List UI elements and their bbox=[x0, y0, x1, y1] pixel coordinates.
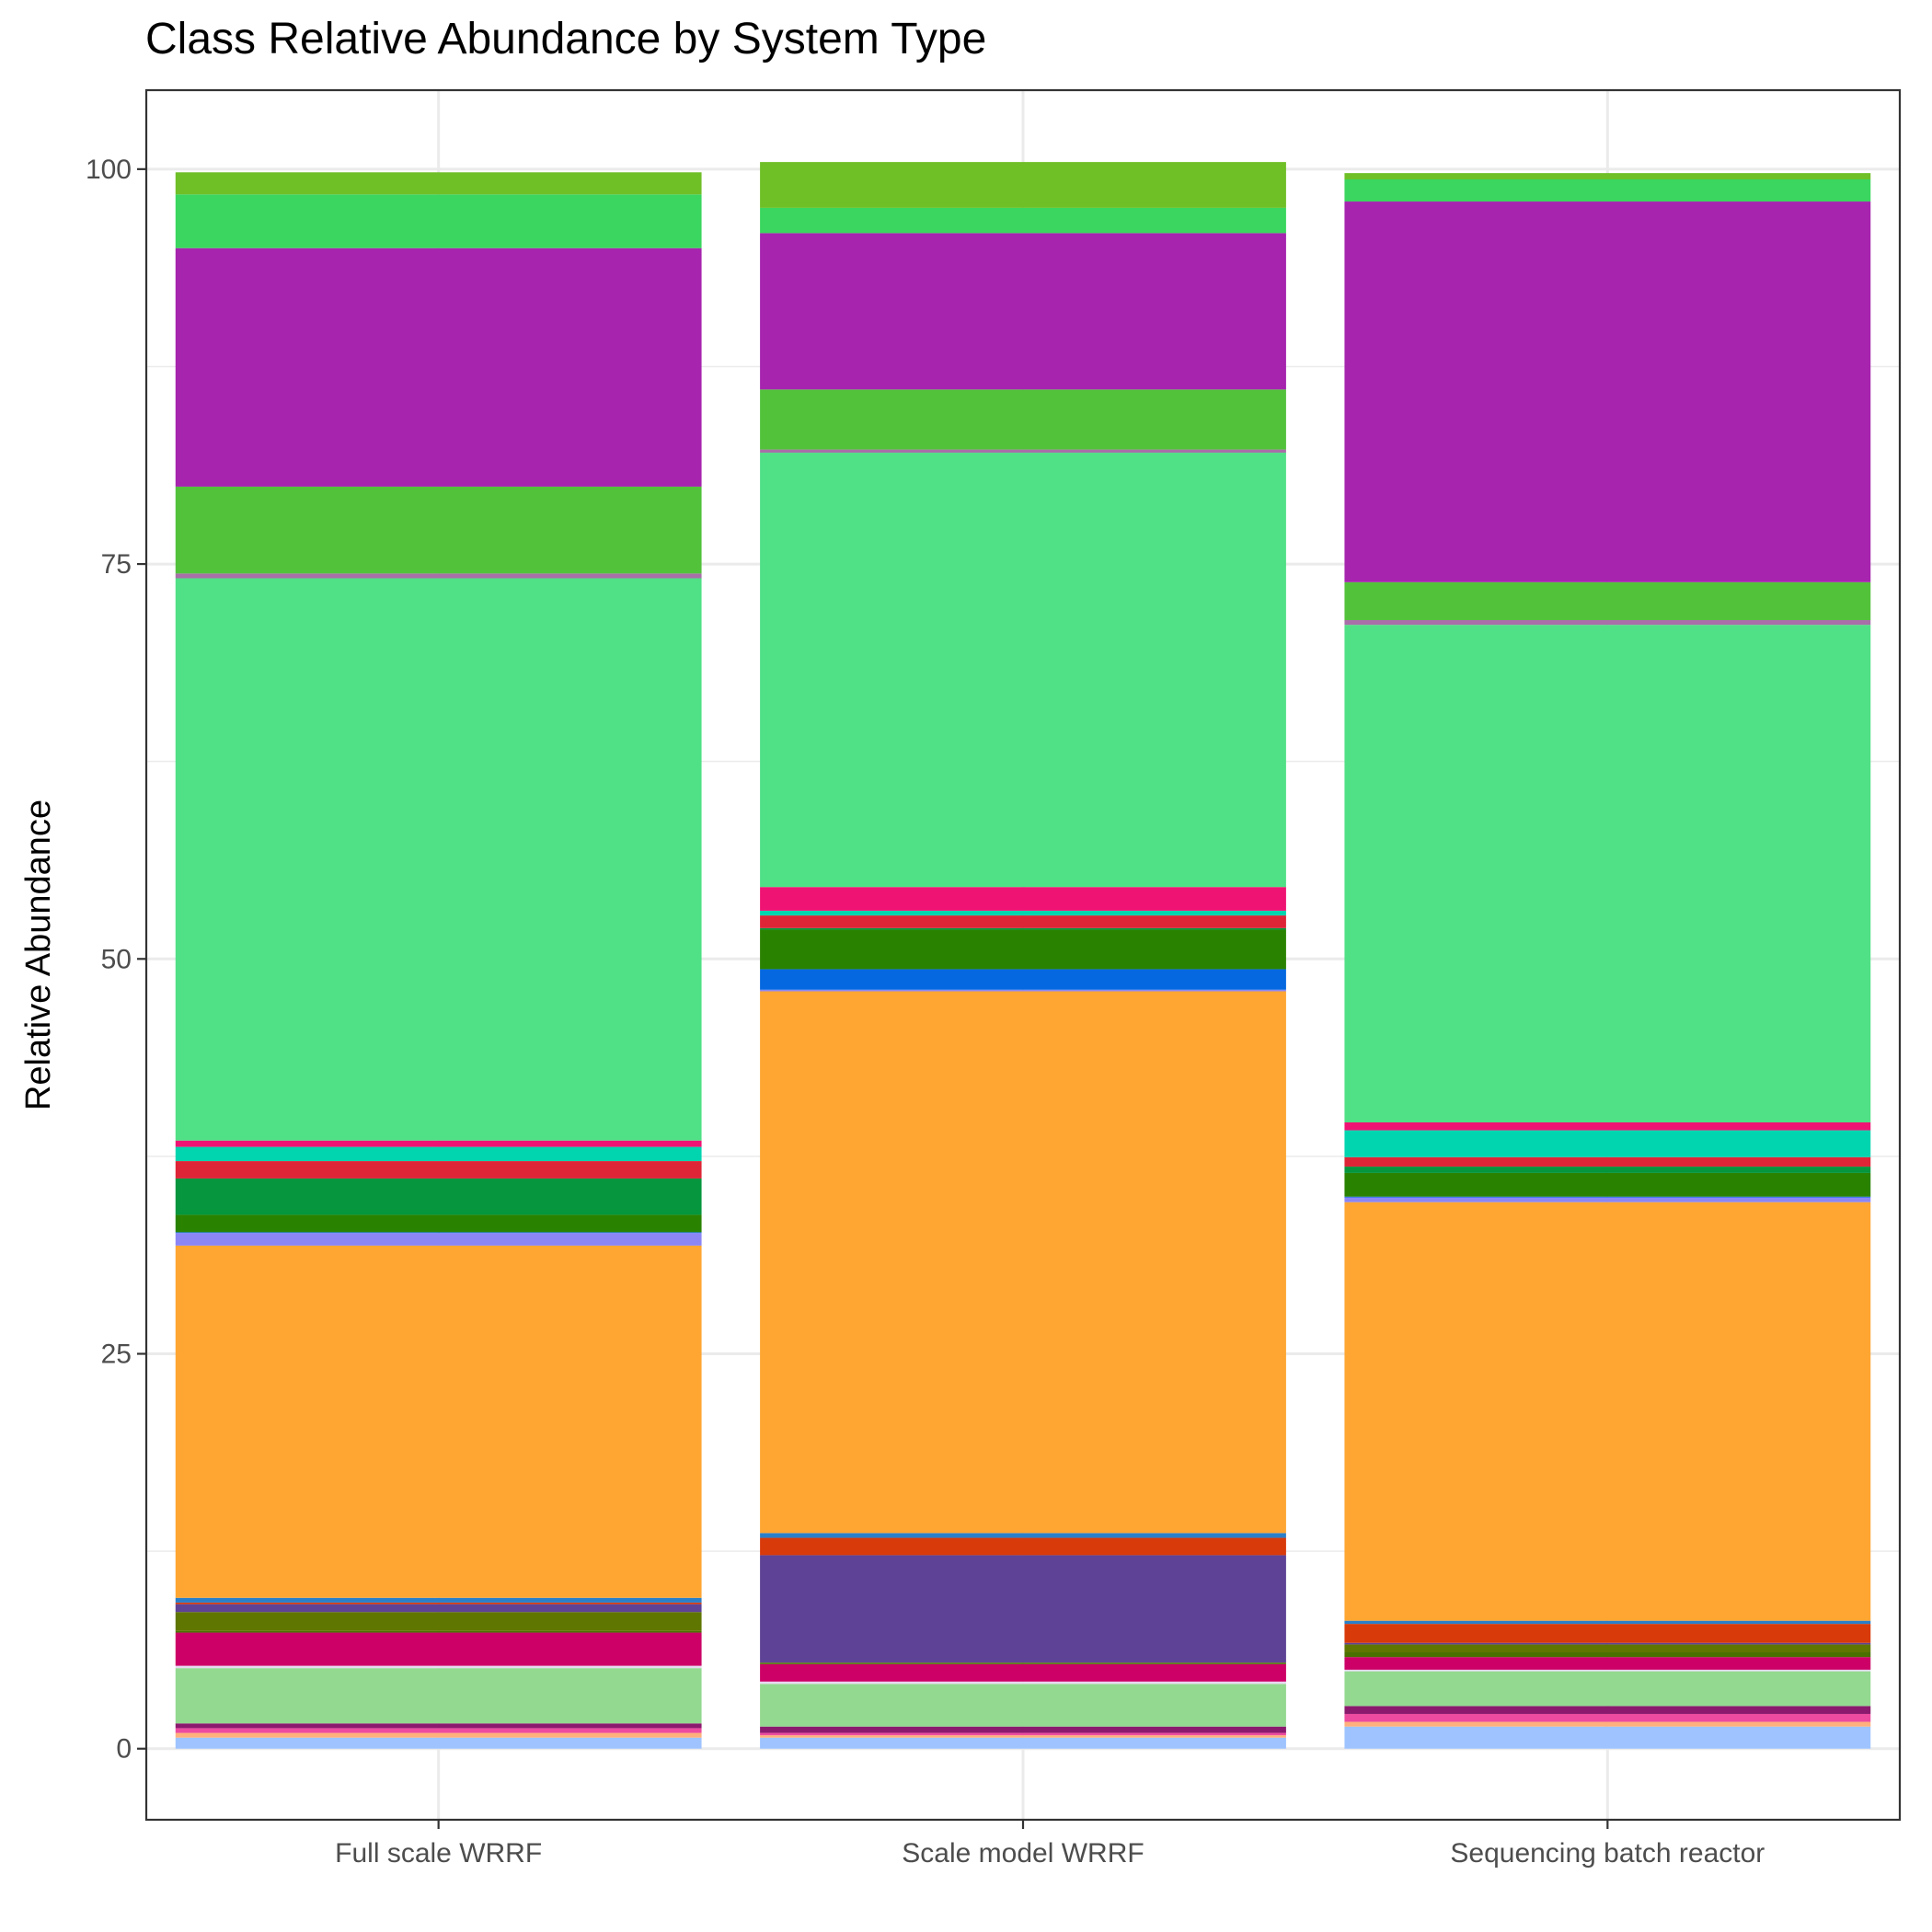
bar-segment bbox=[175, 1233, 702, 1246]
y-tick-label: 0 bbox=[116, 1734, 132, 1765]
x-axis: Full scale WRRF Scale model WRRF Sequencin… bbox=[335, 1820, 1765, 1869]
bar-segment bbox=[760, 1726, 1286, 1733]
bar-segment bbox=[760, 1537, 1286, 1556]
x-tick-label: Sequencing batch reactor bbox=[1450, 1838, 1765, 1869]
bar-segment bbox=[760, 1737, 1286, 1749]
bar-segment bbox=[760, 915, 1286, 928]
bar-segment bbox=[175, 1728, 702, 1733]
bar-segment bbox=[760, 1735, 1286, 1738]
bar-segment bbox=[175, 573, 702, 579]
bar-segment bbox=[760, 969, 1286, 990]
bar-stacks bbox=[175, 162, 1871, 1749]
bar-segment bbox=[760, 389, 1286, 450]
bar-segment bbox=[760, 1555, 1286, 1663]
bar-segment bbox=[760, 1662, 1286, 1664]
y-axis-title: Relative Abundance bbox=[19, 799, 58, 1110]
bar-segment bbox=[175, 1214, 702, 1233]
bar-segment bbox=[760, 1681, 1286, 1685]
bar-segment bbox=[1344, 1196, 1871, 1198]
bar-segment bbox=[1344, 1726, 1871, 1749]
bar-segment bbox=[760, 991, 1286, 1534]
bar-segment bbox=[175, 1178, 702, 1215]
bar-stack bbox=[1344, 173, 1871, 1749]
x-tick-label: Full scale WRRF bbox=[335, 1838, 542, 1869]
bar-segment bbox=[175, 1161, 702, 1179]
bar-segment bbox=[1344, 1156, 1871, 1167]
y-axis: 0 25 50 75 100 bbox=[86, 155, 146, 1765]
bar-segment bbox=[760, 1663, 1286, 1664]
bar-segment bbox=[760, 449, 1286, 454]
bar-segment bbox=[760, 927, 1286, 930]
chart-title: Class Relative Abundance by System Type bbox=[145, 15, 986, 63]
bar-segment bbox=[1344, 173, 1871, 180]
bar-stack bbox=[175, 172, 702, 1749]
bar-segment bbox=[1344, 179, 1871, 202]
bar-segment bbox=[175, 1665, 702, 1669]
bar-segment bbox=[1344, 1130, 1871, 1157]
bar-segment bbox=[175, 1668, 702, 1724]
bar-segment bbox=[760, 207, 1286, 234]
bar-segment bbox=[175, 172, 702, 195]
bar-segment bbox=[175, 1146, 702, 1162]
bar-segment bbox=[760, 1533, 1286, 1538]
bar-segment bbox=[760, 887, 1286, 911]
bar-segment bbox=[1344, 1669, 1871, 1672]
bar-segment bbox=[1344, 625, 1871, 1122]
bar-segment bbox=[1344, 1642, 1871, 1645]
bar-segment bbox=[1344, 1202, 1871, 1621]
bar-segment bbox=[1344, 1167, 1871, 1173]
bar-segment bbox=[760, 910, 1286, 916]
bar-segment bbox=[175, 1737, 702, 1749]
bar-segment bbox=[1344, 1197, 1871, 1202]
bar-segment bbox=[760, 1663, 1286, 1682]
bar-segment bbox=[175, 247, 702, 487]
y-tick-label: 75 bbox=[101, 549, 132, 580]
bar-segment bbox=[1344, 581, 1871, 621]
bar-segment bbox=[175, 1732, 702, 1738]
bar-segment bbox=[175, 1602, 702, 1604]
bar-segment bbox=[760, 929, 1286, 970]
y-tick-label: 25 bbox=[101, 1340, 132, 1370]
bar-stack bbox=[760, 162, 1286, 1749]
bar-segment bbox=[1344, 1671, 1871, 1707]
bar-segment bbox=[760, 233, 1286, 390]
bar-segment bbox=[175, 194, 702, 248]
bar-segment bbox=[760, 162, 1286, 208]
bar-segment bbox=[175, 1232, 702, 1234]
bar-segment bbox=[1344, 1624, 1871, 1643]
bar-segment bbox=[1344, 1121, 1871, 1131]
y-tick-label: 100 bbox=[86, 155, 132, 185]
bar-segment bbox=[175, 1632, 702, 1666]
bar-segment bbox=[175, 1630, 702, 1633]
bar-segment bbox=[1344, 1721, 1871, 1727]
bar-segment bbox=[1344, 1706, 1871, 1714]
bar-segment bbox=[175, 1723, 702, 1729]
bar-segment bbox=[1344, 1172, 1871, 1197]
bar-segment bbox=[1344, 1620, 1871, 1625]
bar-segment bbox=[175, 486, 702, 574]
bar-segment bbox=[760, 453, 1286, 888]
bar-segment bbox=[175, 1604, 702, 1613]
x-tick-label: Scale model WRRF bbox=[902, 1838, 1144, 1869]
bar-segment bbox=[175, 578, 702, 1141]
bar-segment bbox=[1344, 1713, 1871, 1722]
bar-segment bbox=[1344, 201, 1871, 582]
bar-segment bbox=[760, 989, 1286, 992]
bar-segment bbox=[1344, 620, 1871, 626]
y-tick-label: 50 bbox=[101, 944, 132, 974]
bar-segment bbox=[1344, 1657, 1871, 1670]
bar-segment bbox=[175, 1140, 702, 1147]
bar-segment bbox=[175, 1597, 702, 1603]
bar-segment bbox=[1344, 1644, 1871, 1653]
bar-segment bbox=[175, 1245, 702, 1598]
bar-segment bbox=[760, 1684, 1286, 1727]
bar-segment bbox=[175, 1612, 702, 1631]
bar-segment bbox=[1344, 1652, 1871, 1658]
bar-segment bbox=[760, 1732, 1286, 1736]
